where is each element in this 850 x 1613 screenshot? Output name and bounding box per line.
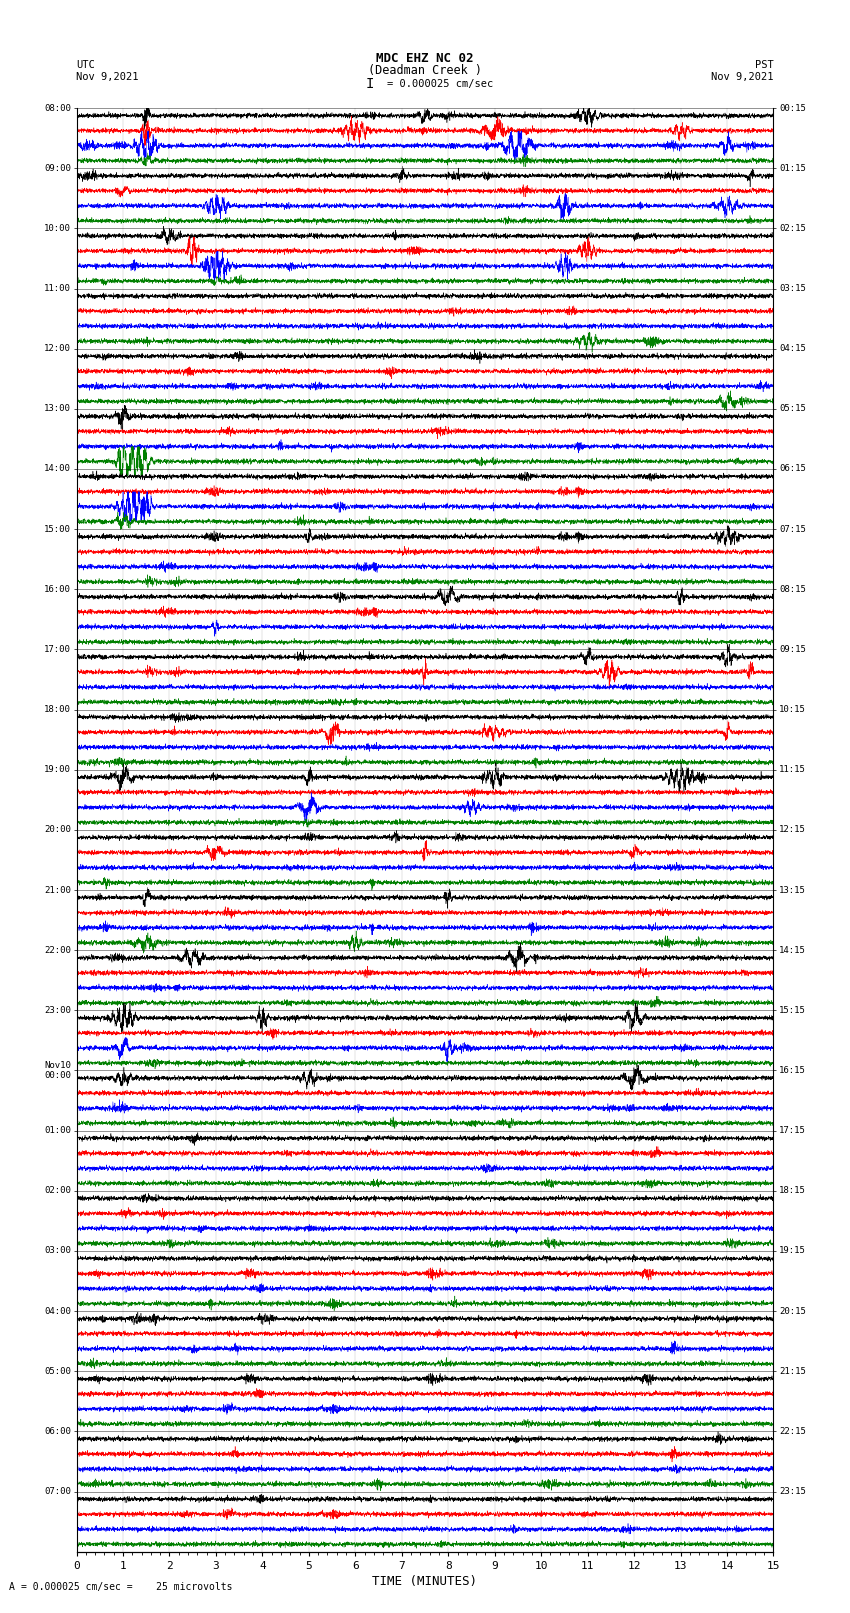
Text: UTC: UTC — [76, 60, 95, 69]
Text: = 0.000025 cm/sec: = 0.000025 cm/sec — [387, 79, 493, 89]
Text: (Deadman Creek ): (Deadman Creek ) — [368, 65, 482, 77]
Text: PST: PST — [755, 60, 774, 69]
Text: Nov 9,2021: Nov 9,2021 — [76, 73, 139, 82]
Text: Nov 9,2021: Nov 9,2021 — [711, 73, 774, 82]
Text: = 0.000025 cm/sec =    25 microvolts: = 0.000025 cm/sec = 25 microvolts — [21, 1582, 233, 1592]
Text: I: I — [366, 77, 374, 90]
X-axis label: TIME (MINUTES): TIME (MINUTES) — [372, 1574, 478, 1587]
Text: MDC EHZ NC 02: MDC EHZ NC 02 — [377, 52, 473, 65]
Text: A: A — [8, 1582, 14, 1592]
